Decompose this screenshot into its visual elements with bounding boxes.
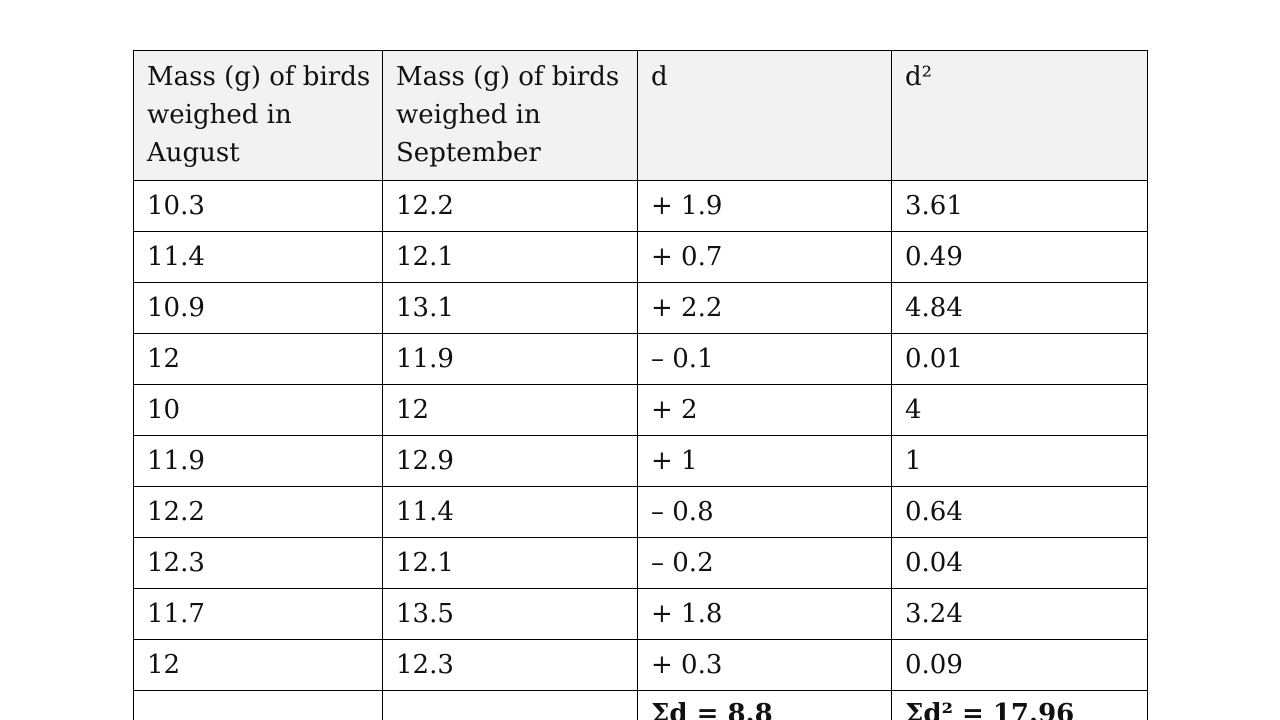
table-cell: + 2 [637,384,892,436]
table-row: 12 12.3 + 0.3 0.09 [133,639,1148,691]
header-cell: d² [891,50,1148,181]
header-cell: d [637,50,892,181]
empty-cell [133,690,383,720]
table-cell: 13.1 [382,282,638,334]
table-cell: 10 [133,384,383,436]
table-row: 12.2 11.4– 0.8 0.64 [133,486,1148,538]
table-cell: 12.3 [133,537,383,589]
total-cell: Σd = 8.8 [637,690,892,720]
table-row: 10.9 13.1 + 2.2 4.84 [133,282,1148,334]
table-cell: 0.09 [891,639,1148,691]
table-row: 12.3 12.1– 0.2 0.04 [133,537,1148,589]
table-cell: 12.1 [382,231,638,283]
table-cell: 12.9 [382,435,638,487]
header-row: Mass (g) of birds weighed in August Mass… [133,50,1148,181]
table-cell: + 0.7 [637,231,892,283]
table-cell: – 0.8 [637,486,892,538]
table-cell: 11.7 [133,588,383,640]
table-cell: 13.5 [382,588,638,640]
table-row: 11.4 12.1 + 0.7 0.49 [133,231,1148,283]
table-cell: + 1.8 [637,588,892,640]
table-cell: 12.2 [382,180,638,232]
table-cell: 12 [133,333,383,385]
table-cell: 11.4 [133,231,383,283]
table-row: 12 11.9– 0.1 0.01 [133,333,1148,385]
table-body: 10.3 12.2 + 1.9 3.61 11.4 12.1 + 0.7 0.49 10.9 13… [133,180,1148,720]
table-cell: 10.3 [133,180,383,232]
table-cell: 4 [891,384,1148,436]
table-cell: 12.2 [133,486,383,538]
table-cell: 11.9 [382,333,638,385]
table-cell: 12.3 [382,639,638,691]
table-cell: 12 [382,384,638,436]
header-cell: Mass (g) of birds weighed in August [133,50,383,181]
table-cell: 4.84 [891,282,1148,334]
table-cell: 12.1 [382,537,638,589]
table-cell: 11.4 [382,486,638,538]
totals-row: Σd = 8.8 Σd² = 17.96 [133,690,1148,720]
table-cell: 0.64 [891,486,1148,538]
table-cell: – 0.1 [637,333,892,385]
table-cell: 0.01 [891,333,1148,385]
table-cell: 12 [133,639,383,691]
table-cell: 1 [891,435,1148,487]
table-cell: 0.49 [891,231,1148,283]
table-cell: + 1.9 [637,180,892,232]
total-cell: Σd² = 17.96 [891,690,1148,720]
table-row: 10.3 12.2 + 1.9 3.61 [133,180,1148,232]
empty-cell [382,690,638,720]
table-cell: + 1 [637,435,892,487]
table-cell: 3.24 [891,588,1148,640]
table-cell: + 0.3 [637,639,892,691]
table-cell: + 2.2 [637,282,892,334]
table-header: Mass (g) of birds weighed in August Mass… [133,50,1148,181]
table-cell: 11.9 [133,435,383,487]
data-table: Mass (g) of birds weighed in August Mass… [133,50,1148,720]
table-cell: 3.61 [891,180,1148,232]
header-cell: Mass (g) of birds weighed in September [382,50,638,181]
table-cell: 0.04 [891,537,1148,589]
table-row: 11.7 13.5 + 1.8 3.24 [133,588,1148,640]
table-cell: – 0.2 [637,537,892,589]
table-cell: 10.9 [133,282,383,334]
